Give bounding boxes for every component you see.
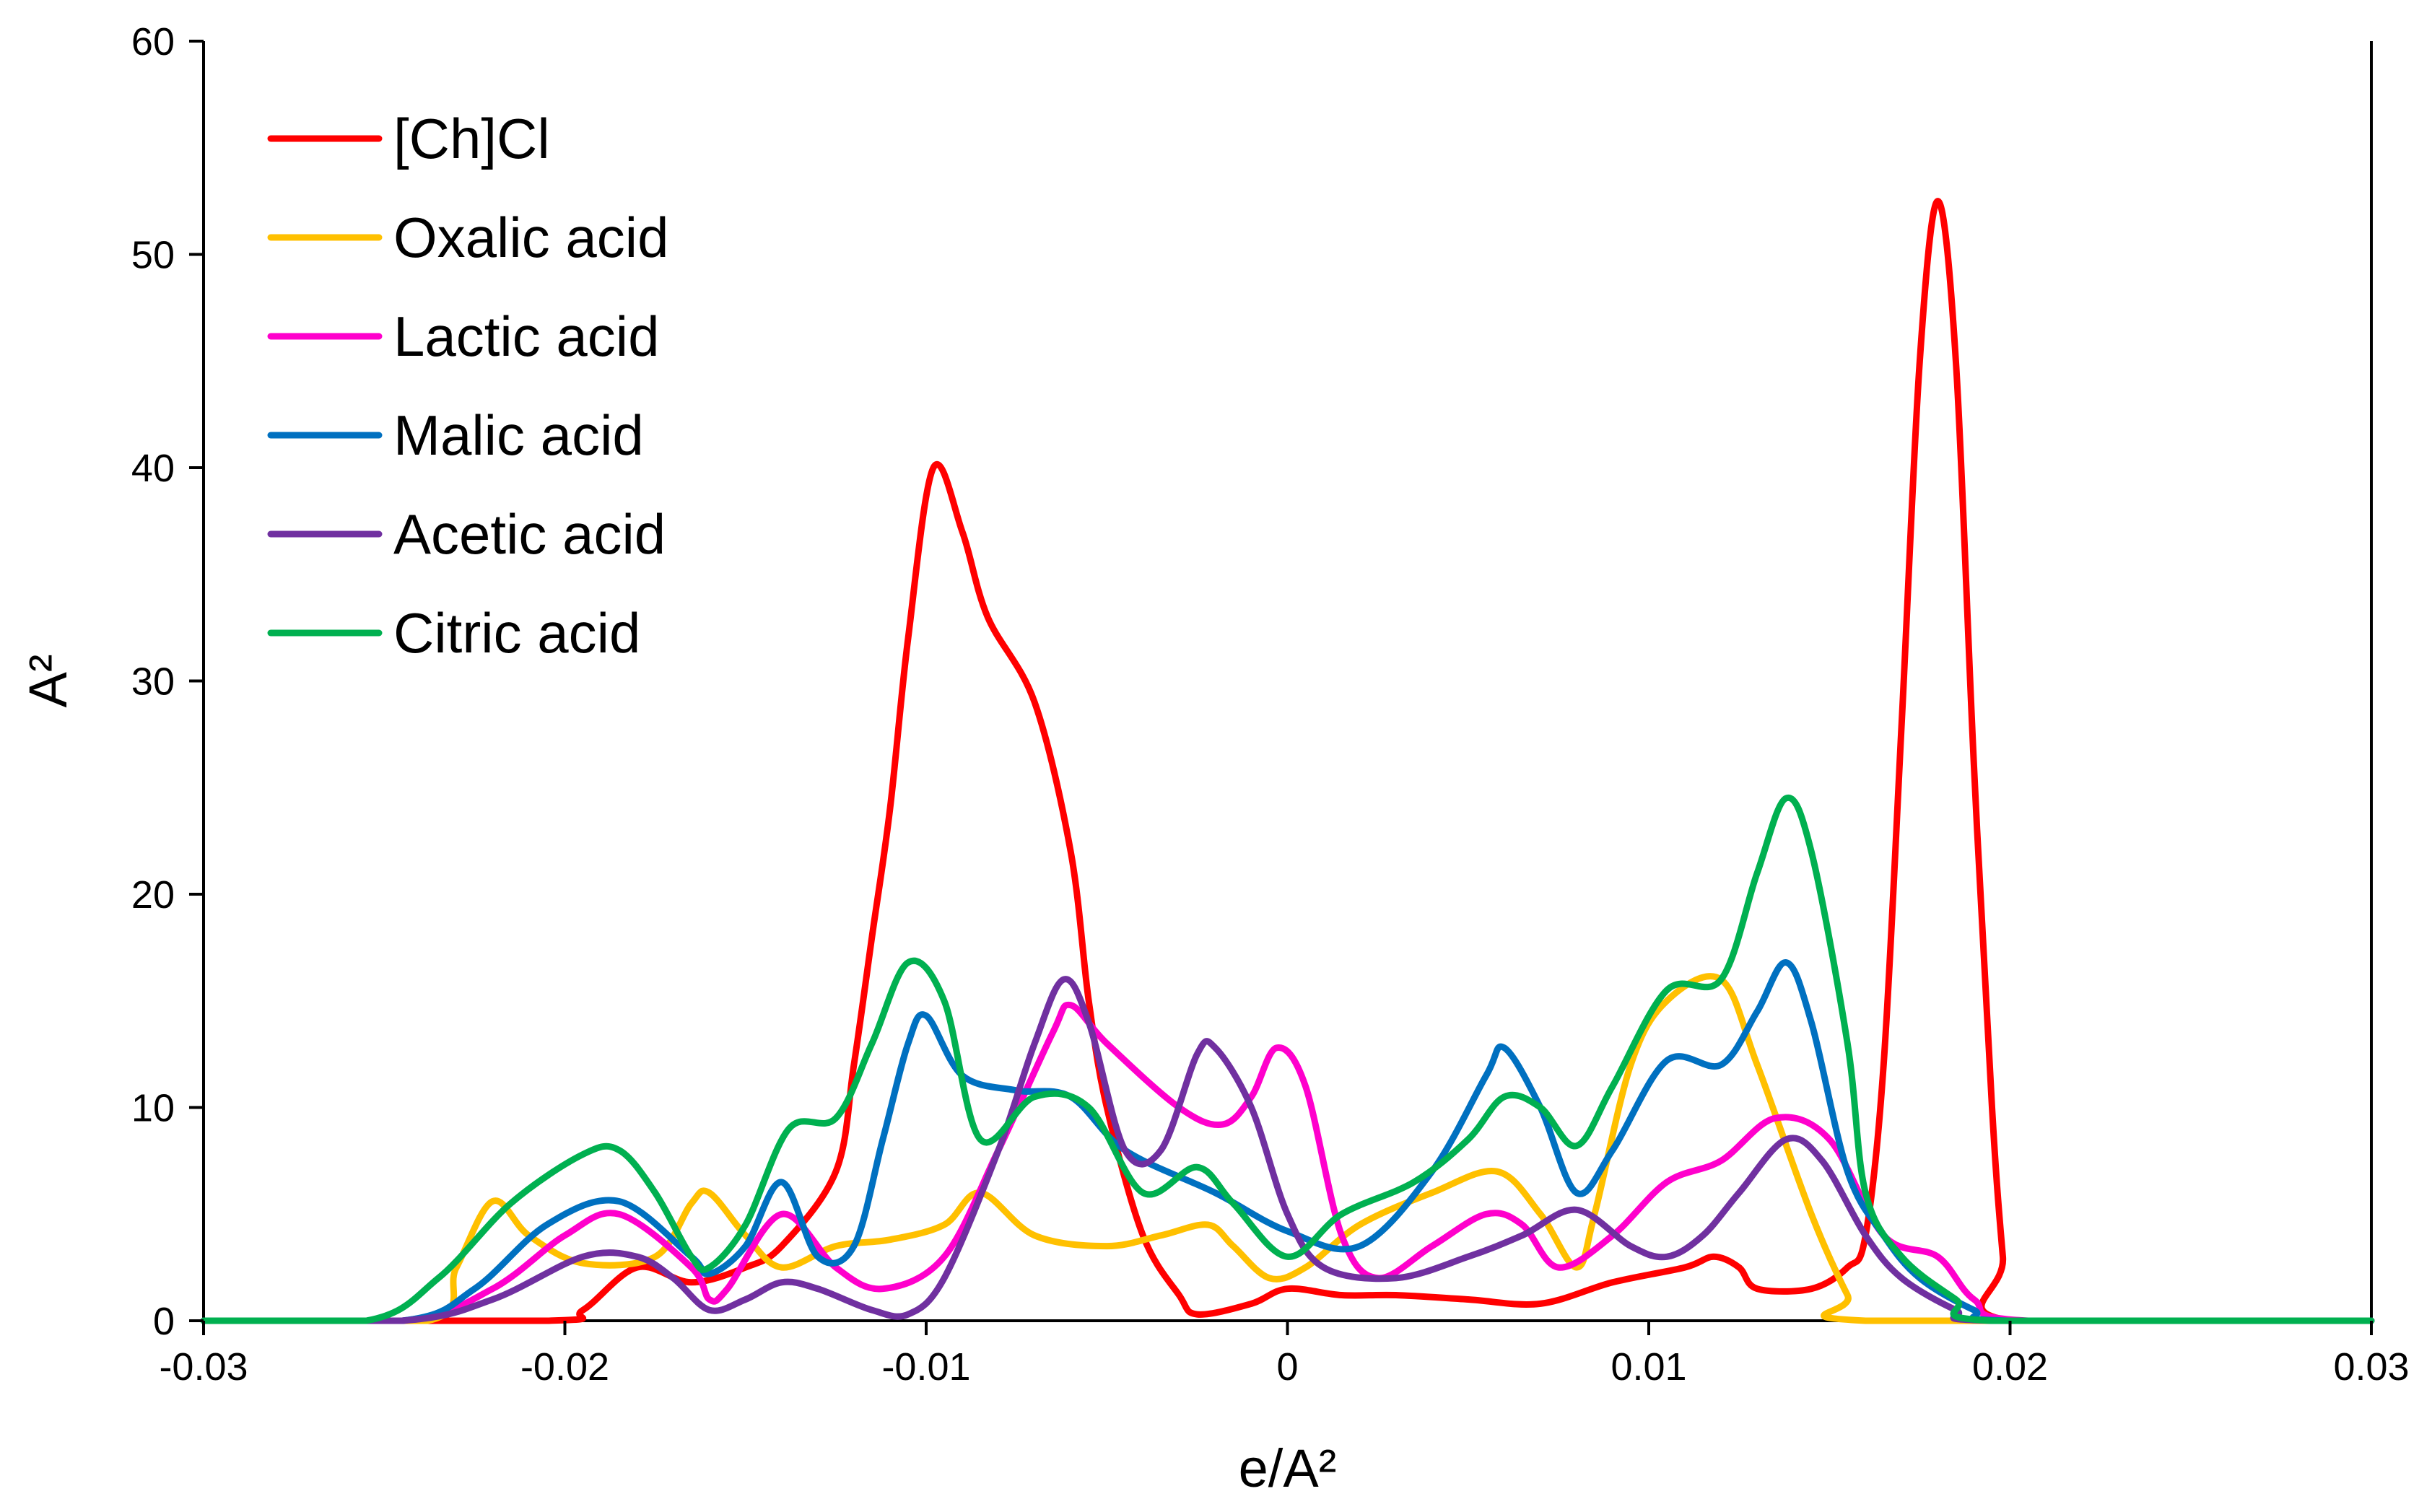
- y-tick-label: 10: [131, 1087, 175, 1130]
- y-tick-label: 20: [131, 873, 175, 917]
- legend: [Ch]Cl Oxalic acid Lactic acid Malic acid Ac…: [267, 107, 668, 665]
- legend-label-lactic-acid: Lactic acid: [393, 305, 660, 368]
- legend-label-malic-acid: Malic acid: [393, 403, 644, 467]
- x-tick-label: 0.01: [1611, 1345, 1686, 1389]
- y-tick-label: 60: [131, 20, 175, 64]
- y-tick-label: 30: [131, 660, 175, 704]
- y-axis-title: A²: [18, 655, 78, 708]
- y-tick-label: 50: [131, 234, 175, 277]
- series-group: [200, 198, 2375, 1324]
- y-tick-label: 0: [153, 1300, 175, 1343]
- x-tick-label: 0.02: [1972, 1345, 2048, 1389]
- plot-area: -0.03 -0.02 -0.01 0 0.01 0.02 0.03 0 10 20 30 40 50…: [131, 20, 2410, 1389]
- x-tick-label: 0.03: [2333, 1345, 2409, 1389]
- series-line-acetic-acid: [200, 976, 2375, 1324]
- y-ticks: 0 10 20 30 40 50 60: [131, 20, 204, 1343]
- legend-label-acetic-acid: Acetic acid: [393, 502, 666, 566]
- series-line-lactic-acid: [200, 1001, 2375, 1324]
- x-tick-label: -0.02: [520, 1345, 609, 1389]
- series-line-malic-acid: [200, 959, 2375, 1324]
- legend-label-oxalic-acid: Oxalic acid: [393, 206, 668, 269]
- series-line-ch-cl: [200, 198, 2375, 1324]
- x-tick-label: -0.03: [159, 1345, 248, 1389]
- y-tick-label: 40: [131, 447, 175, 490]
- x-tick-label: 0: [1276, 1345, 1298, 1389]
- legend-label-ch-cl: [Ch]Cl: [393, 107, 550, 170]
- series-line-oxalic-acid: [200, 973, 2375, 1324]
- x-ticks: -0.03 -0.02 -0.01 0 0.01 0.02 0.03: [159, 1321, 2410, 1389]
- legend-label-citric-acid: Citric acid: [393, 601, 640, 665]
- x-tick-label: -0.01: [881, 1345, 970, 1389]
- x-axis-title: e/A²: [1239, 1438, 1337, 1498]
- series-line-citric-acid: [200, 794, 2375, 1324]
